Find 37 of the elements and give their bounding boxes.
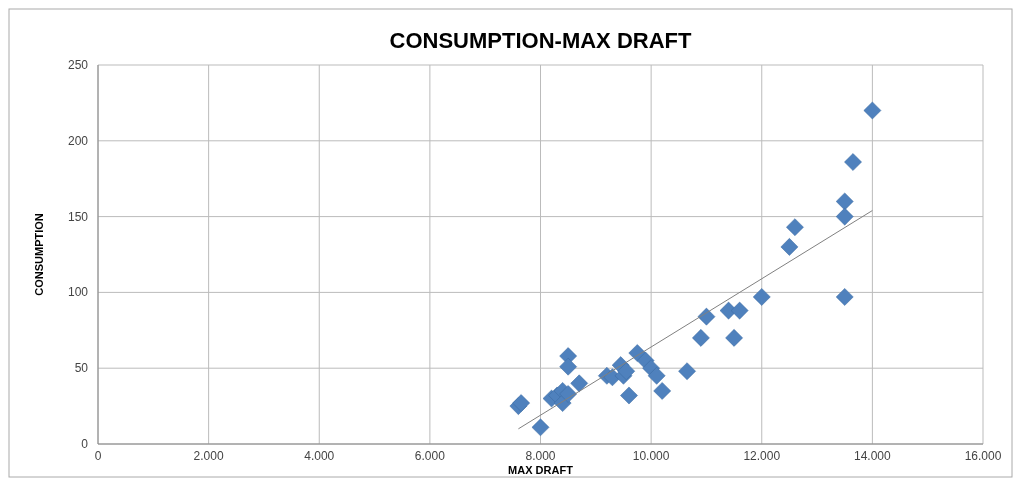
- y-axis-title: CONSUMPTION: [33, 213, 45, 296]
- x-tick-label: 6.000: [414, 449, 446, 463]
- point: [653, 382, 671, 400]
- point: [844, 153, 862, 171]
- point: [786, 218, 804, 237]
- y-tick-label: 0: [81, 437, 89, 451]
- y-tick-label: 100: [67, 285, 89, 300]
- point: [835, 288, 854, 306]
- point: [678, 362, 696, 381]
- point: [863, 101, 882, 120]
- y-tick-label: 250: [67, 58, 89, 72]
- point: [647, 366, 666, 385]
- point: [531, 418, 550, 437]
- point: [835, 192, 854, 211]
- x-tick-label: 4.000: [304, 449, 335, 463]
- chart-title: CONSUMPTION-MAX DRAFT: [389, 28, 692, 53]
- point: [780, 238, 799, 256]
- x-tick-label: 10.000: [632, 449, 670, 463]
- point: [570, 374, 589, 393]
- y-tick-label: 50: [74, 361, 89, 376]
- point: [725, 329, 743, 347]
- point: [617, 362, 636, 381]
- y-tick-label: 150: [67, 209, 89, 224]
- point: [835, 207, 854, 226]
- point: [752, 288, 771, 306]
- x-tick-label: 0: [94, 449, 102, 463]
- x-tick-label: 2.000: [193, 449, 224, 463]
- x-tick-label: 16.000: [964, 449, 1002, 463]
- x-tick-label: 14.000: [854, 449, 892, 463]
- x-axis-title: MAX DRAFT: [508, 464, 574, 476]
- point: [692, 329, 710, 347]
- y-tick-label: 200: [67, 133, 89, 148]
- point: [730, 301, 749, 320]
- point: [559, 357, 577, 376]
- x-tick-label: 12.000: [743, 449, 781, 463]
- x-tick-label: 8.000: [525, 449, 556, 463]
- point: [620, 386, 638, 405]
